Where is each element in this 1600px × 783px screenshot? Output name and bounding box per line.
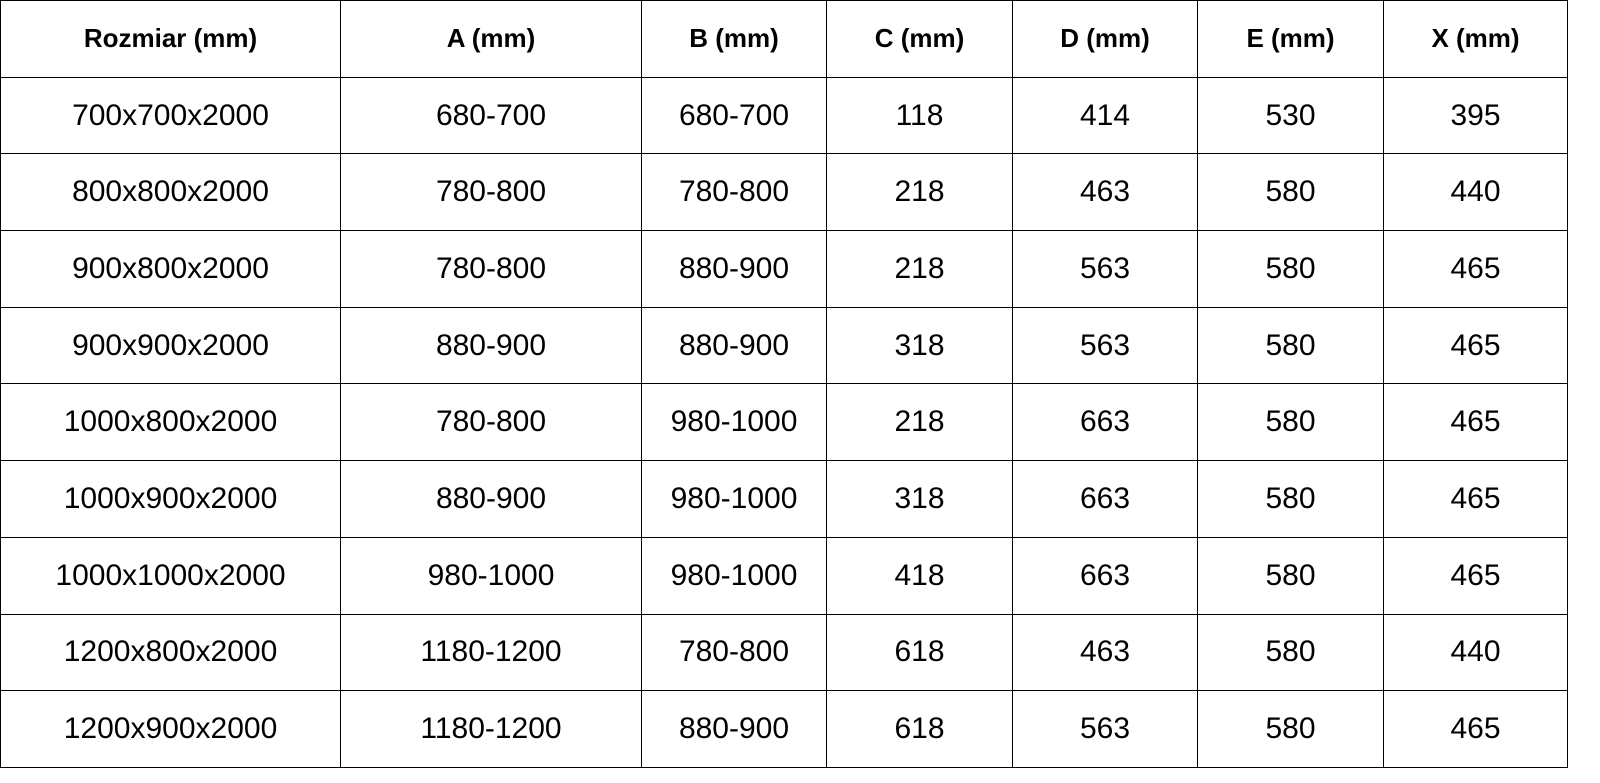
table-cell: 1000x1000x2000 — [0, 536, 341, 615]
table-cell: 440 — [1383, 153, 1568, 232]
table-cell: 780-800 — [340, 153, 642, 232]
table-cell: 580 — [1197, 306, 1384, 385]
table-cell: 465 — [1383, 230, 1568, 308]
table-cell: 118 — [826, 76, 1013, 155]
table-cell: 1180-1200 — [340, 613, 642, 692]
table-cell: 1200x900x2000 — [0, 690, 341, 768]
table-cell: 563 — [1012, 690, 1198, 768]
table-cell: 880-900 — [641, 306, 827, 385]
table-cell: 580 — [1197, 460, 1384, 538]
table-cell: 1200x800x2000 — [0, 613, 341, 692]
table-row: 1000x900x2000 880-900 980-1000 318 663 580 465 — [0, 460, 1568, 538]
table-cell: 880-900 — [641, 230, 827, 308]
column-header: D (mm) — [1012, 0, 1198, 78]
table-cell: 465 — [1383, 306, 1568, 385]
table-cell: 780-800 — [641, 153, 827, 232]
table-cell: 563 — [1012, 306, 1198, 385]
table-cell: 700x700x2000 — [0, 76, 341, 155]
table-cell: 465 — [1383, 383, 1568, 462]
table-cell: 580 — [1197, 536, 1384, 615]
dimensions-table: Rozmiar (mm) A (mm) B (mm) C (mm) D (mm) E (m… — [0, 0, 1568, 768]
table-cell: 1000x800x2000 — [0, 383, 341, 462]
table-cell: 663 — [1012, 460, 1198, 538]
column-header: X (mm) — [1383, 0, 1568, 78]
table-cell: 218 — [826, 383, 1013, 462]
table-cell: 218 — [826, 153, 1013, 232]
table-cell: 880-900 — [340, 460, 642, 538]
table-cell: 580 — [1197, 153, 1384, 232]
table-cell: 880-900 — [340, 306, 642, 385]
column-header: B (mm) — [641, 0, 827, 78]
table-cell: 465 — [1383, 536, 1568, 615]
table-row: 1200x900x2000 1180-1200 880-900 618 563 580 46… — [0, 690, 1568, 768]
table-cell: 680-700 — [641, 76, 827, 155]
table-cell: 618 — [826, 613, 1013, 692]
table-cell: 414 — [1012, 76, 1198, 155]
column-header: C (mm) — [826, 0, 1013, 78]
table-cell: 318 — [826, 306, 1013, 385]
column-header: E (mm) — [1197, 0, 1384, 78]
table-cell: 663 — [1012, 383, 1198, 462]
table-cell: 900x900x2000 — [0, 306, 341, 385]
table-cell: 1000x900x2000 — [0, 460, 341, 538]
table-cell: 218 — [826, 230, 1013, 308]
table-cell: 1180-1200 — [340, 690, 642, 768]
table-cell: 780-800 — [340, 230, 642, 308]
table-cell: 780-800 — [340, 383, 642, 462]
table-cell: 980-1000 — [641, 536, 827, 615]
table-cell: 900x800x2000 — [0, 230, 341, 308]
column-header: Rozmiar (mm) — [0, 0, 341, 78]
table-cell: 580 — [1197, 690, 1384, 768]
table-cell: 980-1000 — [641, 383, 827, 462]
table-cell: 780-800 — [641, 613, 827, 692]
table-cell: 980-1000 — [340, 536, 642, 615]
table-cell: 580 — [1197, 383, 1384, 462]
table-cell: 395 — [1383, 76, 1568, 155]
column-header: A (mm) — [340, 0, 642, 78]
table-cell: 530 — [1197, 76, 1384, 155]
table-cell: 680-700 — [340, 76, 642, 155]
table-cell: 800x800x2000 — [0, 153, 341, 232]
table-row: 900x800x2000 780-800 880-900 218 563 580 465 — [0, 230, 1568, 308]
table-cell: 563 — [1012, 230, 1198, 308]
table-cell: 618 — [826, 690, 1013, 768]
table-row: 1200x800x2000 1180-1200 780-800 618 463 580 44… — [0, 613, 1568, 692]
table-cell: 580 — [1197, 613, 1384, 692]
table-cell: 418 — [826, 536, 1013, 615]
table-cell: 318 — [826, 460, 1013, 538]
table-row: 1000x1000x2000 980-1000 980-1000 418 663 580 4… — [0, 536, 1568, 615]
table-cell: 465 — [1383, 460, 1568, 538]
table-row: 800x800x2000 780-800 780-800 218 463 580 440 — [0, 153, 1568, 232]
header-row: Rozmiar (mm) A (mm) B (mm) C (mm) D (mm) E (m… — [0, 0, 1568, 78]
table-row: 700x700x2000 680-700 680-700 118 414 530 395 — [0, 76, 1568, 155]
table-cell: 663 — [1012, 536, 1198, 615]
table-row: 900x900x2000 880-900 880-900 318 563 580 465 — [0, 306, 1568, 385]
table-row: 1000x800x2000 780-800 980-1000 218 663 580 465 — [0, 383, 1568, 462]
table-cell: 980-1000 — [641, 460, 827, 538]
table-cell: 463 — [1012, 613, 1198, 692]
table-cell: 880-900 — [641, 690, 827, 768]
table-cell: 580 — [1197, 230, 1384, 308]
table-cell: 465 — [1383, 690, 1568, 768]
table-cell: 463 — [1012, 153, 1198, 232]
table-cell: 440 — [1383, 613, 1568, 692]
